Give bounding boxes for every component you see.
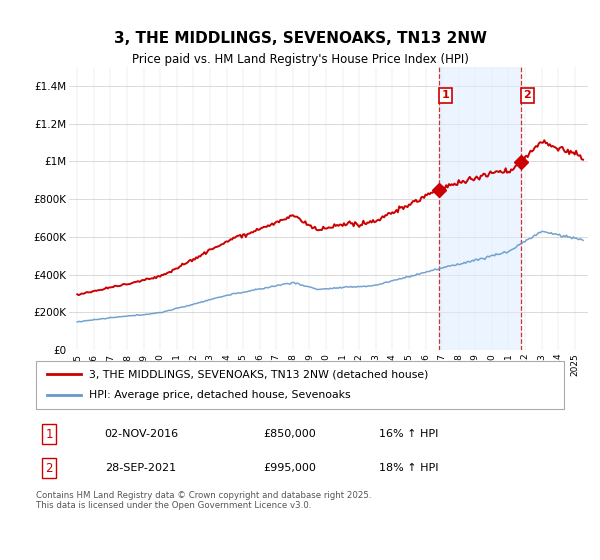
Text: 2: 2: [523, 91, 531, 100]
Text: Price paid vs. HM Land Registry's House Price Index (HPI): Price paid vs. HM Land Registry's House …: [131, 53, 469, 66]
Text: 28-SEP-2021: 28-SEP-2021: [104, 463, 176, 473]
FancyBboxPatch shape: [36, 361, 564, 409]
Text: 3, THE MIDDLINGS, SEVENOAKS, TN13 2NW (detached house): 3, THE MIDDLINGS, SEVENOAKS, TN13 2NW (d…: [89, 369, 428, 379]
Text: 1: 1: [442, 91, 449, 100]
Text: 3, THE MIDDLINGS, SEVENOAKS, TN13 2NW: 3, THE MIDDLINGS, SEVENOAKS, TN13 2NW: [113, 31, 487, 46]
Text: 02-NOV-2016: 02-NOV-2016: [104, 429, 179, 439]
Text: 2: 2: [46, 462, 53, 475]
Text: HPI: Average price, detached house, Sevenoaks: HPI: Average price, detached house, Seve…: [89, 390, 350, 400]
Text: Contains HM Land Registry data © Crown copyright and database right 2025.
This d: Contains HM Land Registry data © Crown c…: [36, 491, 371, 511]
Text: £850,000: £850,000: [263, 429, 316, 439]
Text: 16% ↑ HPI: 16% ↑ HPI: [379, 429, 439, 439]
Bar: [439, 67, 521, 350]
Text: 1: 1: [46, 427, 53, 441]
Text: 18% ↑ HPI: 18% ↑ HPI: [379, 463, 439, 473]
Text: £995,000: £995,000: [263, 463, 316, 473]
